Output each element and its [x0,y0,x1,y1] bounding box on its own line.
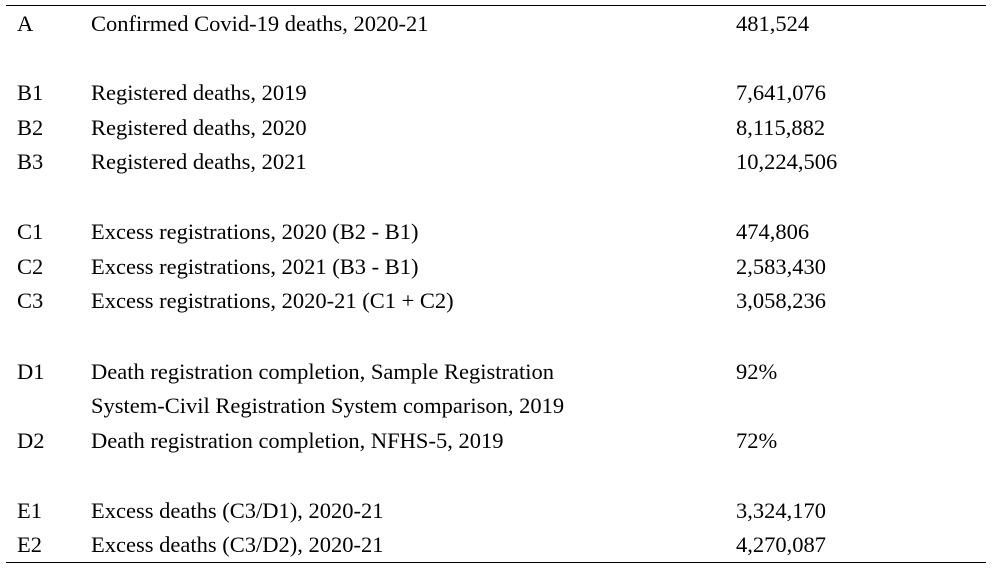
row-label: Excess registrations, 2020 (B2 - B1) [91,219,419,244]
table-row: B3 Registered deaths, 2021 10,224,506 [6,145,986,179]
row-label: Excess deaths (C3/D1), 2020-21 [91,498,384,523]
row-value: 3,324,170 [736,498,826,523]
row-label: Excess registrations, 2021 (B3 - B1) [91,254,419,279]
row-label: Excess deaths (C3/D2), 2020-21 [91,532,384,557]
row-label: Excess registrations, 2020-21 (C1 + C2) [91,288,454,313]
row-value: 481,524 [736,11,810,36]
row-value: 7,641,076 [736,80,826,105]
row-value: 72% [736,428,778,453]
row-value: 474,806 [736,219,810,244]
row-code: E2 [17,532,42,557]
table-row: A Confirmed Covid-19 deaths, 2020-21 481… [6,7,986,41]
table-row: D2 Death registration completion, NFHS-5… [6,424,986,458]
row-label: Confirmed Covid-19 deaths, 2020-21 [91,11,429,36]
row-value: 8,115,882 [736,115,826,140]
row-value: 2,583,430 [736,254,826,279]
row-code: B2 [17,115,44,140]
row-code: D2 [17,428,45,453]
row-label: Registered deaths, 2021 [91,149,307,174]
row-label: Registered deaths, 2019 [91,80,307,105]
row-code: E1 [17,498,42,523]
table-row: C2 Excess registrations, 2021 (B3 - B1) … [6,250,986,284]
table-row: D1 Death registration completion, Sample… [6,355,986,423]
row-label-line: Death registration completion, Sample Re… [91,359,555,384]
row-value: 3,058,236 [736,288,826,313]
excess-deaths-table: A Confirmed Covid-19 deaths, 2020-21 481… [6,5,986,563]
row-code: C1 [17,219,44,244]
table-row: C3 Excess registrations, 2020-21 (C1 + C… [6,284,986,318]
row-label: Death registration completion, NFHS-5, 2… [91,428,504,453]
row-code: C3 [17,288,44,313]
row-value: 92% [736,359,778,384]
row-label: Death registration completion, Sample Re… [91,355,564,423]
row-code: B1 [17,80,44,105]
row-value: 4,270,087 [736,532,826,557]
table-row: E2 Excess deaths (C3/D2), 2020-21 4,270,… [6,528,986,562]
row-label-line: System-Civil Registration System compari… [91,393,565,418]
row-code: B3 [17,149,44,174]
table-row: C1 Excess registrations, 2020 (B2 - B1) … [6,215,986,249]
row-code: A [17,11,34,36]
row-code: C2 [17,254,44,279]
table-row: B2 Registered deaths, 2020 8,115,882 [6,111,986,145]
row-code: D1 [17,359,45,384]
row-label: Registered deaths, 2020 [91,115,307,140]
table-row: E1 Excess deaths (C3/D1), 2020-21 3,324,… [6,494,986,528]
row-value: 10,224,506 [736,149,838,174]
table-row: B1 Registered deaths, 2019 7,641,076 [6,76,986,110]
